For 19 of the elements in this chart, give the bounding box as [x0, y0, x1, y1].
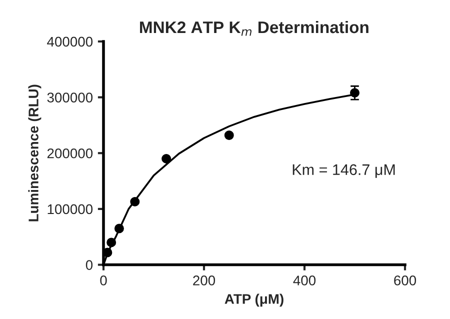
point: [130, 196, 140, 206]
y-axis-title: Luminescence (RLU): [28, 84, 42, 222]
y-tick-label: 0: [86, 260, 93, 270]
x-tick-label: 200: [193, 276, 216, 286]
y-tick-label: 100000: [48, 204, 93, 214]
chart-title: MNK2 ATP K$_{m}$ Determination: [140, 20, 368, 36]
y-tick-label: 200000: [47, 148, 93, 158]
x-axis-title: ATP (μM): [224, 294, 284, 307]
x-tick-label: 400: [293, 276, 316, 286]
point: [350, 88, 360, 98]
point: [224, 130, 234, 140]
point: [106, 238, 116, 248]
x-tick-label: 600: [394, 276, 416, 286]
point: [162, 154, 172, 164]
x-tick-label: 0: [100, 276, 107, 286]
point: [114, 224, 124, 234]
annotation: Km = 146.7 μM: [292, 164, 395, 178]
y-tick-label: 300000: [47, 92, 93, 102]
y-tick-label: 400000: [47, 36, 93, 47]
